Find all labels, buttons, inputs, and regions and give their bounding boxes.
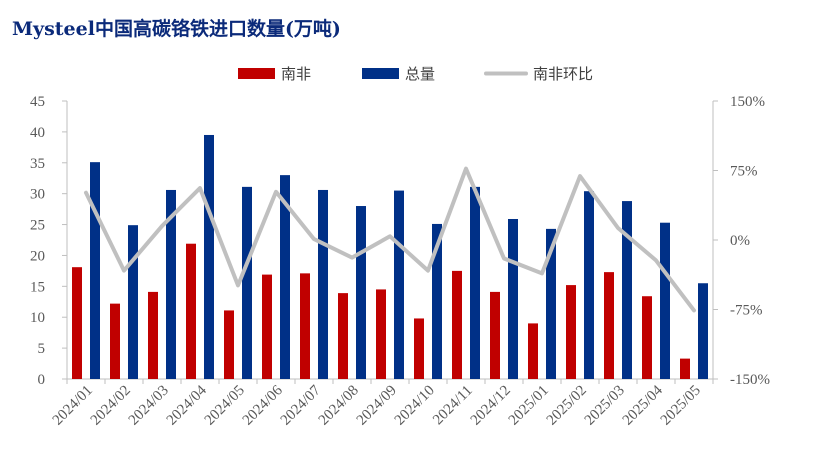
- bar-total: [432, 223, 442, 379]
- x-tick-label: 2024/01: [50, 383, 96, 429]
- legend-label: 南非: [281, 65, 311, 83]
- x-tick-label: 2025/01: [506, 383, 552, 429]
- legend-swatch: [238, 68, 275, 79]
- y-left-tick-label: 40: [30, 125, 45, 141]
- bar-south-africa: [300, 273, 310, 379]
- y-left-tick-label: 35: [30, 156, 45, 172]
- x-tick-label: 2024/06: [240, 382, 286, 428]
- x-axis-labels: 2024/012024/022024/032024/042024/052024/…: [50, 382, 704, 428]
- y-right-tick-label: 75%: [730, 164, 758, 180]
- bar-south-africa: [452, 270, 462, 379]
- x-tick-label: 2024/08: [316, 383, 362, 429]
- bar-total: [90, 162, 100, 379]
- bar-south-africa: [566, 285, 576, 379]
- y-left-tick-label: 10: [30, 310, 45, 326]
- y-left-tick-label: 30: [30, 187, 45, 203]
- bar-total: [242, 186, 252, 379]
- x-tick-label: 2024/10: [392, 383, 438, 429]
- bar-total: [584, 191, 594, 379]
- x-tick-label: 2024/12: [468, 383, 514, 429]
- bar-south-africa: [110, 303, 120, 379]
- bar-south-africa: [338, 293, 348, 379]
- legend-label: 总量: [405, 65, 435, 83]
- bar-total: [204, 134, 214, 379]
- y-left-tick-label: 45: [30, 94, 45, 110]
- y-left-tick-label: 5: [38, 341, 46, 357]
- x-tick-label: 2024/11: [430, 383, 476, 429]
- bar-total: [128, 225, 138, 379]
- legend-swatch: [362, 68, 399, 79]
- bar-south-africa: [262, 274, 272, 379]
- y-left-tick-label: 0: [38, 372, 46, 388]
- bar-south-africa: [414, 318, 424, 379]
- y-right-tick-label: 0%: [730, 233, 750, 249]
- legend: 南非 总量 南非环比: [238, 65, 593, 83]
- x-tick-label: 2024/02: [88, 383, 134, 429]
- y-left-tick-label: 20: [30, 248, 45, 264]
- bar-south-africa: [72, 267, 82, 379]
- bar-total: [318, 189, 328, 379]
- bar-total: [394, 190, 404, 379]
- legend-label: 南非环比: [533, 65, 593, 83]
- bar-total: [280, 175, 290, 379]
- bar-south-africa: [528, 323, 538, 379]
- x-tick-label: 2024/07: [278, 382, 324, 428]
- bar-south-africa: [148, 291, 158, 379]
- bar-south-africa: [680, 358, 690, 379]
- x-tick-label: 2025/02: [544, 383, 590, 429]
- x-tick-label: 2025/05: [658, 383, 704, 429]
- bar-south-africa: [490, 291, 500, 379]
- x-tick-label: 2024/03: [126, 383, 172, 429]
- x-tick-label: 2025/04: [620, 382, 666, 428]
- bar-total: [660, 222, 670, 379]
- x-tick-label: 2024/09: [354, 383, 400, 429]
- bar-total: [622, 201, 632, 379]
- bar-total: [470, 186, 480, 379]
- y-left-tick-label: 15: [30, 279, 45, 295]
- y-right-tick-label: -75%: [730, 303, 763, 319]
- x-tick-label: 2025/03: [582, 383, 628, 429]
- ratio-line: [84, 166, 696, 313]
- y-left-tick-label: 25: [30, 218, 45, 234]
- bar-total: [356, 206, 366, 379]
- y-right-tick-label: 150%: [730, 94, 765, 110]
- bar-total: [166, 189, 176, 379]
- bars: [72, 134, 708, 379]
- x-tick-label: 2024/04: [164, 382, 210, 428]
- x-tick-label: 2024/05: [202, 383, 248, 429]
- bar-south-africa: [604, 272, 614, 379]
- bar-south-africa: [224, 310, 234, 379]
- bar-south-africa: [376, 289, 386, 379]
- bar-total: [546, 228, 556, 379]
- bar-total: [698, 283, 708, 379]
- bar-south-africa: [642, 296, 652, 379]
- chart-title: Mysteel中国高碳铬铁进口数量(万吨): [12, 18, 341, 40]
- y-right-tick-label: -150%: [730, 372, 770, 388]
- bar-total: [508, 218, 518, 379]
- bar-south-africa: [186, 243, 196, 379]
- line-south-africa-mom: [84, 166, 696, 313]
